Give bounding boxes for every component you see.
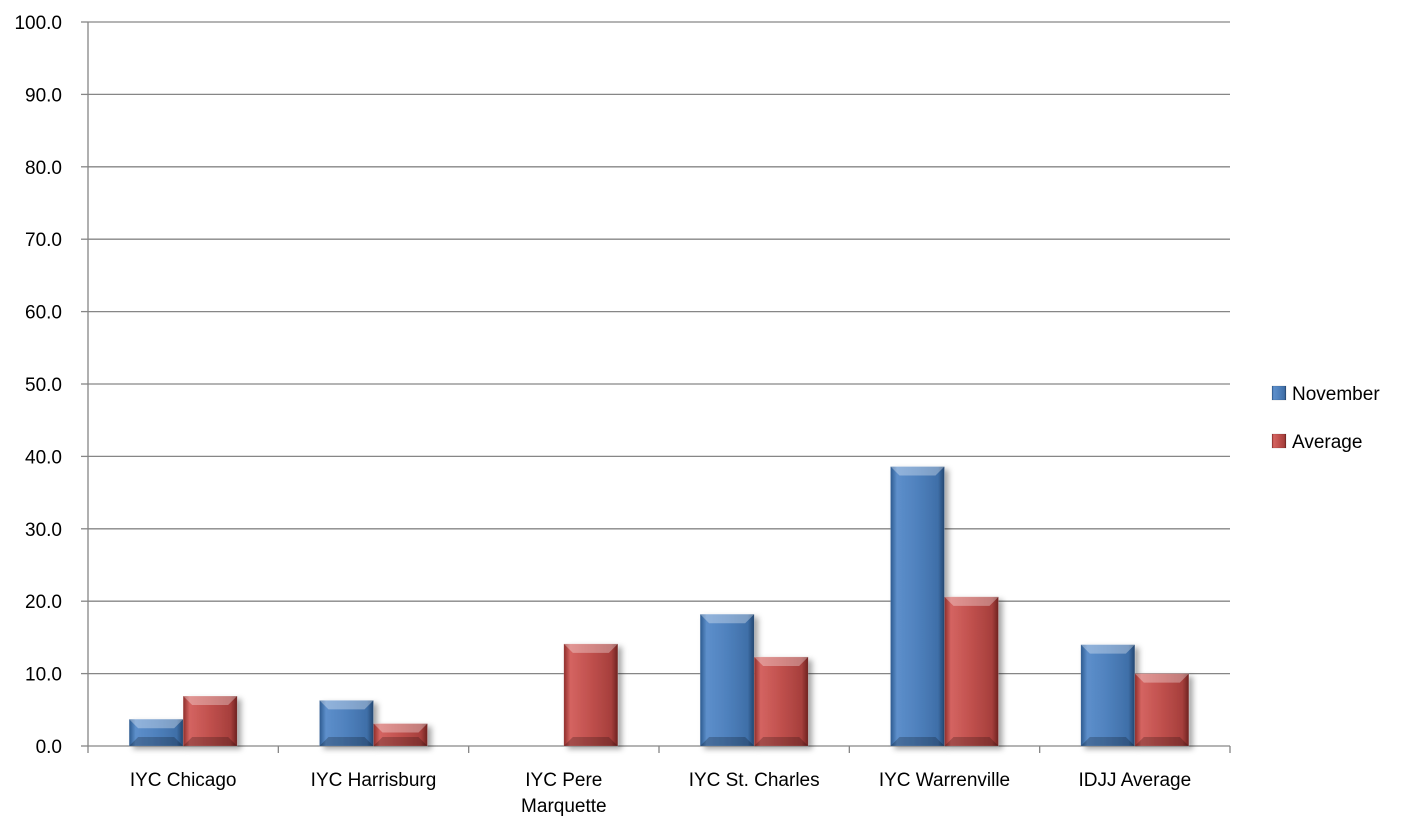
- gridlines: [88, 21, 1230, 675]
- x-category-label-line: IYC St. Charles: [689, 770, 820, 791]
- bar-november: [890, 466, 945, 747]
- x-category-label-line: IYC Harrisburg: [311, 770, 437, 791]
- bar-body: [944, 596, 999, 747]
- y-tick-label: 70.0: [25, 230, 62, 251]
- bar-november: [699, 613, 755, 747]
- legend-item-average: Average: [1271, 432, 1362, 453]
- bar-bevel-bottom: [754, 737, 809, 746]
- bar-bevel-bottom: [183, 737, 238, 746]
- bar-bevel-top: [890, 466, 945, 476]
- y-tick-label: 60.0: [25, 303, 62, 324]
- bar-body: [890, 466, 945, 747]
- x-category-label-line: IDJJ Average: [1079, 770, 1192, 791]
- bars: [128, 466, 1190, 747]
- x-category-label-line: IYC Pere: [525, 770, 602, 791]
- bar-bevel-bottom: [129, 737, 184, 746]
- bar-bevel-top: [373, 723, 428, 733]
- bar-bevel-top: [754, 656, 809, 666]
- bar-bevel-bottom: [700, 737, 755, 746]
- x-category-label: IYC Pere Marquette: [521, 770, 607, 817]
- bar-bevel-top: [1134, 673, 1189, 683]
- y-tick-label: 40.0: [25, 447, 62, 468]
- bar-average: [944, 596, 999, 747]
- bar-bevel-top: [183, 696, 238, 706]
- bar-november: [1080, 644, 1136, 747]
- y-tick-label: 90.0: [25, 85, 62, 106]
- bar-bevel-top: [1080, 644, 1135, 654]
- bar-bevel-top: [319, 700, 374, 710]
- legend-swatch: [1271, 385, 1287, 401]
- bar-bevel-bottom: [1134, 737, 1189, 746]
- bar-body: [753, 656, 809, 747]
- bar-bevel-bottom: [944, 737, 999, 746]
- bar-body: [1080, 644, 1136, 747]
- x-category-label: IYC St. Charles: [689, 770, 820, 791]
- axes: [81, 21, 1231, 753]
- x-category-label: IYC Chicago: [130, 770, 237, 791]
- x-category-label-line: IYC Warrenville: [879, 770, 1010, 791]
- x-category-label: IYC Harrisburg: [311, 770, 437, 791]
- bar-body: [1134, 673, 1190, 747]
- bar-bevel-top: [700, 614, 755, 624]
- y-tick-label: 0.0: [36, 737, 62, 758]
- bar-average: [753, 656, 809, 747]
- legend-label: November: [1292, 384, 1380, 405]
- y-tick-label: 30.0: [25, 520, 62, 541]
- x-axis-category-labels: IYC Chicago IYC Harrisburg IYC Pere Marquet…: [130, 770, 1191, 817]
- x-category-label: IDJJ Average: [1079, 770, 1192, 791]
- y-tick-label: 80.0: [25, 158, 62, 179]
- bar-average: [563, 643, 619, 747]
- legend-swatch: [1271, 433, 1287, 449]
- legend: November Average: [1271, 384, 1380, 453]
- y-axis-tick-labels: 0.0 10.0 20.0 30.0 40.0 50.0 60.0 70.0 80.0 90.0 1…: [14, 13, 62, 758]
- bar-average: [1134, 673, 1190, 747]
- bar-bevel-bottom: [563, 737, 618, 746]
- y-tick-label: 20.0: [25, 592, 62, 613]
- bar-bevel-bottom: [1080, 737, 1135, 746]
- x-category-label-line: Marquette: [521, 796, 607, 817]
- legend-item-november: November: [1271, 384, 1380, 405]
- bar-body: [563, 643, 619, 747]
- y-tick-label: 50.0: [25, 375, 62, 396]
- x-category-label: IYC Warrenville: [879, 770, 1010, 791]
- legend-label: Average: [1292, 432, 1362, 453]
- bar-bevel-bottom: [319, 737, 374, 746]
- bar-bevel-top: [129, 719, 184, 729]
- y-tick-label: 100.0: [14, 13, 62, 34]
- bar-bevel-top: [944, 596, 999, 606]
- bar-november: [319, 700, 374, 747]
- bar-bevel-bottom: [373, 737, 428, 746]
- bar-bevel-top: [563, 643, 618, 653]
- bar-body: [699, 613, 755, 747]
- x-category-label-line: IYC Chicago: [130, 770, 237, 791]
- y-tick-label: 10.0: [25, 665, 62, 686]
- bar-average: [182, 695, 238, 747]
- bar-november: [128, 718, 184, 747]
- bar-bevel-bottom: [890, 737, 945, 746]
- bar-average: [373, 723, 428, 747]
